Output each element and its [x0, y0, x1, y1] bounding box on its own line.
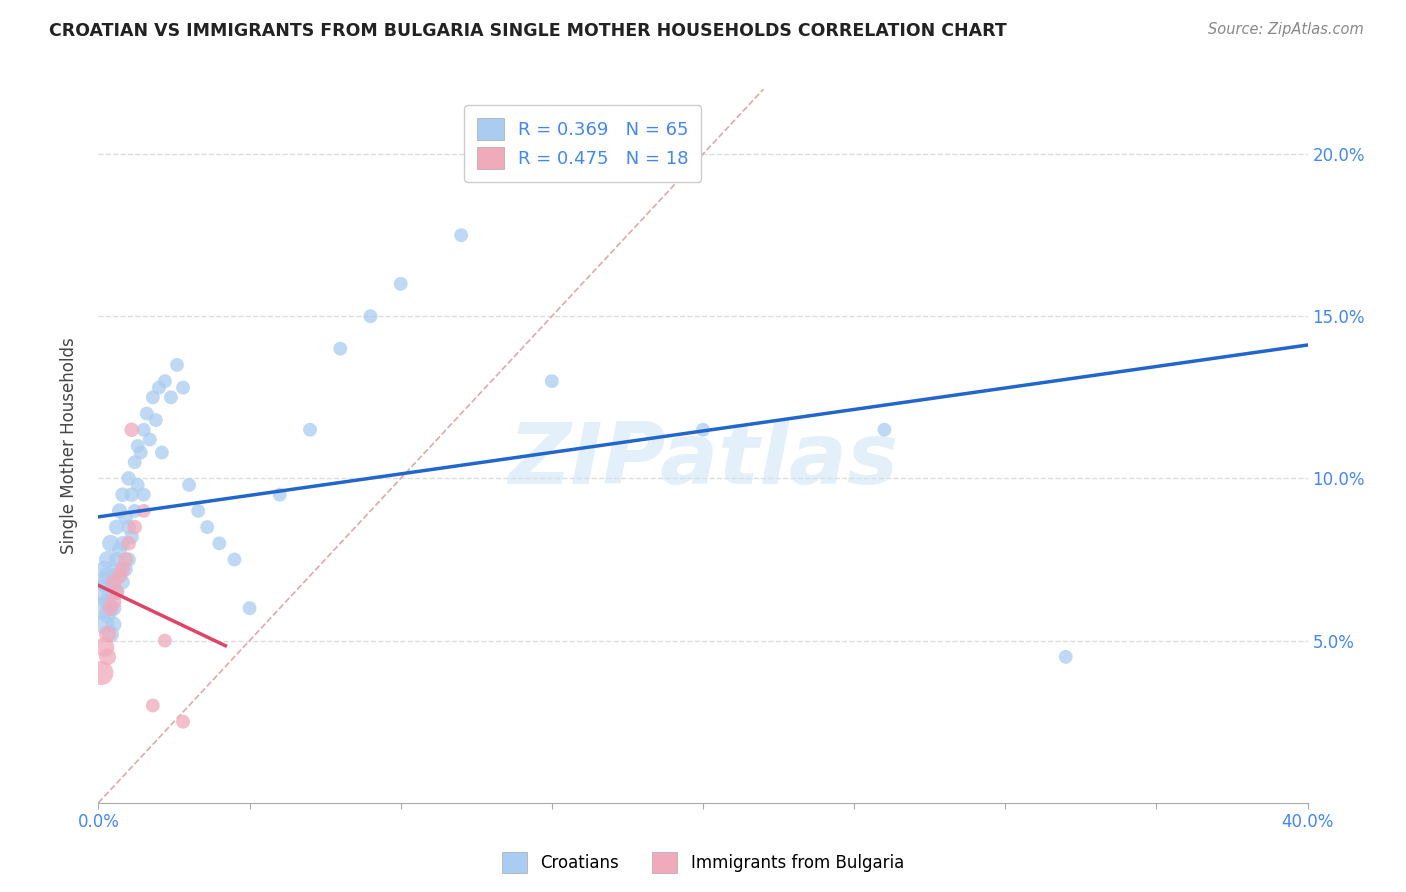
Point: [100, 536, 122, 550]
Text: Source: ZipAtlas.com: Source: ZipAtlas.com: [1208, 22, 1364, 37]
Point: [93, 575, 115, 590]
Point: [121, 488, 143, 502]
Point: [129, 445, 152, 459]
Point: [114, 552, 136, 566]
Point: [239, 601, 262, 615]
Point: [118, 471, 141, 485]
Point: [93, 640, 115, 654]
Point: [108, 504, 131, 518]
Point: [153, 374, 176, 388]
Point: [103, 575, 125, 590]
Point: [224, 552, 246, 566]
Point: [96, 552, 118, 566]
Point: [166, 358, 188, 372]
Point: [150, 445, 173, 459]
Point: [105, 585, 128, 599]
Point: [111, 562, 134, 576]
Point: [100, 585, 122, 599]
Point: [114, 562, 136, 576]
Point: [172, 714, 194, 729]
Point: [145, 413, 167, 427]
Point: [114, 510, 136, 524]
Point: [127, 478, 149, 492]
Point: [135, 407, 157, 421]
Point: [111, 575, 134, 590]
Point: [118, 520, 141, 534]
Point: [90, 601, 112, 615]
Point: [121, 423, 143, 437]
Point: [269, 488, 291, 502]
Point: [103, 595, 125, 609]
Point: [299, 423, 322, 437]
Point: [111, 488, 134, 502]
Point: [93, 617, 115, 632]
Point: [100, 601, 122, 615]
Point: [692, 423, 714, 437]
Point: [132, 504, 155, 518]
Point: [90, 666, 112, 681]
Point: [90, 585, 112, 599]
Point: [93, 562, 115, 576]
Point: [208, 536, 231, 550]
Point: [96, 595, 118, 609]
Point: [111, 536, 134, 550]
Point: [148, 381, 170, 395]
Point: [124, 504, 146, 518]
Point: [108, 542, 131, 557]
Point: [118, 536, 141, 550]
Point: [360, 310, 382, 324]
Point: [105, 585, 128, 599]
Point: [540, 374, 562, 388]
Point: [108, 568, 131, 582]
Point: [389, 277, 412, 291]
Point: [450, 228, 472, 243]
Point: [96, 568, 118, 582]
Point: [160, 390, 183, 404]
Point: [103, 568, 125, 582]
Point: [172, 381, 194, 395]
Point: [127, 439, 149, 453]
Point: [142, 698, 165, 713]
Y-axis label: Single Mother Households: Single Mother Households: [59, 338, 77, 554]
Point: [132, 423, 155, 437]
Point: [1054, 649, 1077, 664]
Point: [179, 478, 201, 492]
Legend: R = 0.369   N = 65, R = 0.475   N = 18: R = 0.369 N = 65, R = 0.475 N = 18: [464, 105, 702, 182]
Point: [96, 607, 118, 622]
Point: [187, 504, 209, 518]
Point: [153, 633, 176, 648]
Point: [100, 627, 122, 641]
Point: [96, 627, 118, 641]
Text: CROATIAN VS IMMIGRANTS FROM BULGARIA SINGLE MOTHER HOUSEHOLDS CORRELATION CHART: CROATIAN VS IMMIGRANTS FROM BULGARIA SIN…: [49, 22, 1007, 40]
Point: [873, 423, 896, 437]
Point: [105, 520, 128, 534]
Point: [121, 530, 143, 544]
Text: ZIPatlas: ZIPatlas: [508, 418, 898, 502]
Point: [142, 390, 165, 404]
Point: [105, 552, 128, 566]
Point: [124, 455, 146, 469]
Point: [132, 488, 155, 502]
Point: [139, 433, 162, 447]
Point: [195, 520, 218, 534]
Point: [103, 601, 125, 615]
Point: [96, 649, 118, 664]
Point: [124, 520, 146, 534]
Point: [118, 552, 141, 566]
Point: [108, 562, 131, 576]
Point: [329, 342, 352, 356]
Point: [103, 617, 125, 632]
Legend: Croatians, Immigrants from Bulgaria: Croatians, Immigrants from Bulgaria: [495, 846, 911, 880]
Point: [103, 575, 125, 590]
